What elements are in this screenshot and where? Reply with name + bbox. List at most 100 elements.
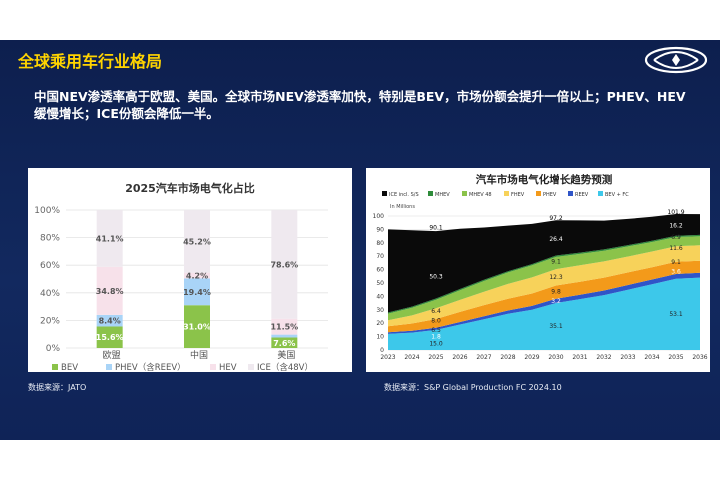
data-label: 9.8	[551, 289, 561, 296]
data-label: 8.0	[431, 318, 441, 325]
y-tick-label: 80%	[40, 234, 60, 244]
data-label: 26.4	[549, 236, 563, 243]
legend-label: ICE（含48V）	[257, 362, 313, 372]
data-label: 12.3	[549, 274, 563, 281]
data-label: 78.6%	[270, 261, 298, 270]
x-tick-label: 2028	[500, 354, 515, 361]
data-label: 16.2	[669, 222, 683, 229]
x-tick-label: 中国	[190, 349, 208, 361]
y-tick-label: 40%	[40, 289, 60, 299]
data-label: 8.4%	[99, 317, 121, 326]
x-tick-label: 2024	[404, 354, 419, 361]
legend-label: ICE incl. S/S	[389, 192, 419, 198]
y-tick-label: 10	[376, 334, 384, 341]
bar-segment	[96, 210, 123, 267]
electrification-share-chart: 2025汽车市场电气化占比 0% 20% 40% 60% 80% 100% 15.6% 8.4%…	[34, 181, 328, 373]
legend-swatch	[248, 364, 254, 370]
data-label: 31.0%	[183, 323, 211, 332]
x-tick-label: 2025	[428, 354, 443, 361]
slide: 全球乘用车行业格局 中国NEV渗透率高于欧盟、美国。全球市场NEV渗透率加快，特…	[0, 40, 720, 440]
brand-logo-icon	[644, 46, 708, 74]
data-label: 35.1	[549, 323, 563, 330]
data-label: 15.0	[429, 340, 443, 347]
y-tick-label: 100%	[34, 206, 60, 216]
data-label: 19.4%	[183, 288, 211, 297]
y-tick-label: 50	[376, 280, 384, 287]
data-label: 6.9	[671, 234, 681, 241]
x-tick-label: 2029	[524, 354, 539, 361]
left-source-note: 数据来源：JATO	[28, 383, 87, 392]
data-label: 11.6	[669, 245, 683, 252]
y-tick-label: 30	[376, 307, 384, 314]
legend-label: REEV	[575, 192, 589, 198]
area-series	[388, 277, 700, 350]
y-tick-label: 60	[376, 267, 384, 274]
bar-segment	[96, 266, 123, 315]
slide-subtitle: 中国NEV渗透率高于欧盟、美国。全球市场NEV渗透率加快，特别是BEV，市场份额…	[34, 89, 686, 121]
x-tick-label: 2027	[476, 354, 491, 361]
data-label: 34.8%	[96, 287, 124, 296]
bar-segment	[271, 210, 298, 319]
data-label: 3.6	[671, 269, 681, 276]
legend-label: HEV	[219, 363, 237, 372]
data-label: 97.2	[549, 215, 563, 222]
data-label: 45.2%	[183, 237, 211, 246]
legend-label: MHEV	[435, 192, 450, 198]
data-label: 6.4	[431, 308, 441, 315]
area-series	[388, 260, 700, 333]
area-series	[388, 236, 700, 321]
x-tick-label: 2035	[668, 354, 683, 361]
y-tick-label: 20	[376, 320, 384, 327]
x-tick-label: 2034	[644, 354, 659, 361]
legend-swatch	[536, 191, 541, 196]
y-tick-label: 60%	[40, 261, 60, 271]
bar-segment	[184, 210, 210, 273]
legend-swatch	[598, 191, 603, 196]
legend-swatch	[568, 191, 573, 196]
y-axis-unit: In Millions	[390, 204, 415, 210]
y-tick-label: 40	[376, 293, 384, 300]
data-label: 101.9	[667, 209, 684, 216]
x-tick-label: 美国	[277, 349, 295, 361]
bar-segment	[96, 326, 123, 348]
data-label: 9.1	[551, 259, 561, 266]
data-label: 3.2	[551, 298, 561, 305]
data-label: 1.8	[431, 334, 441, 341]
bar-segment	[184, 272, 210, 279]
area-series	[388, 245, 700, 327]
bar-segment	[271, 337, 298, 348]
x-tick-label: 2023	[380, 354, 395, 361]
slide-title: 全球乘用车行业格局	[18, 52, 163, 71]
data-label: 50.3	[429, 273, 443, 280]
right-source-note: 数据来源：S&P Global Production FC 2024.10	[384, 383, 562, 392]
data-label: 90.1	[429, 224, 443, 231]
data-label: 53.1	[669, 311, 683, 318]
electrification-trend-chart: 汽车市场电气化增长趋势预测 ICE incl. S/S MHEV MHEV 48 FHE…	[366, 168, 710, 372]
bar-segment	[184, 278, 210, 306]
y-tick-label: 20%	[40, 316, 60, 326]
chart-title: 汽车市场电气化增长趋势预测	[476, 173, 613, 186]
legend-swatch	[504, 191, 509, 196]
legend-label: MHEV 48	[469, 192, 492, 198]
data-label: 15.6%	[96, 333, 124, 342]
data-label: 7.6%	[273, 339, 295, 348]
x-tick-label: 2033	[620, 354, 635, 361]
data-label: 9.1	[671, 259, 681, 266]
legend-label: FHEV	[511, 192, 525, 198]
bar-segment	[271, 318, 298, 335]
legend-swatch	[210, 364, 216, 370]
legend-swatch	[52, 364, 58, 370]
chart-title: 2025汽车市场电气化占比	[125, 181, 255, 195]
x-tick-label: 2026	[452, 354, 467, 361]
bar-segment	[184, 305, 210, 348]
y-tick-label: 100	[373, 213, 385, 220]
legend-swatch	[428, 191, 433, 196]
y-tick-label: 90	[376, 226, 384, 233]
x-tick-label: 2031	[572, 354, 587, 361]
bar-segment	[271, 334, 298, 338]
legend-swatch	[106, 364, 112, 370]
x-tick-label: 2032	[596, 354, 611, 361]
legend-label: BEV	[61, 363, 78, 372]
right-chart-panel: 汽车市场电气化增长趋势预测 ICE incl. S/S MHEV MHEV 48 FHE…	[366, 168, 710, 372]
legend-label: BEV + FC	[605, 192, 629, 198]
